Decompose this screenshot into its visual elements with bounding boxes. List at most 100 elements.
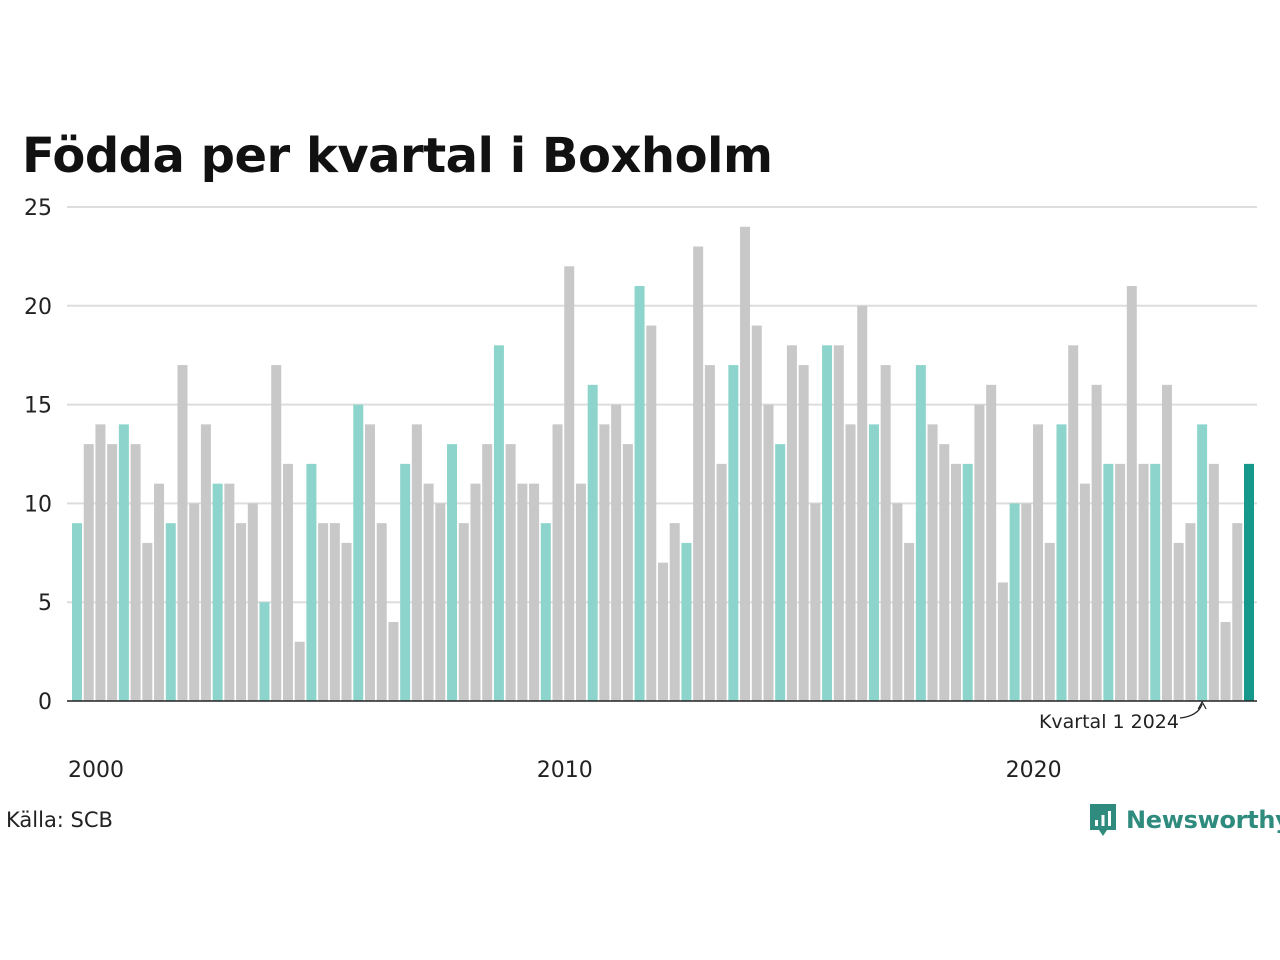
bar — [1244, 463, 1254, 701]
bar — [904, 542, 915, 701]
bar — [1161, 384, 1172, 701]
bar — [388, 621, 399, 701]
bar — [1021, 503, 1032, 701]
bar — [271, 365, 282, 701]
bar — [845, 424, 856, 701]
chart-title: Födda per kvartal i Boxholm — [22, 128, 773, 184]
bar — [939, 444, 950, 701]
bar — [962, 463, 973, 701]
bar — [658, 562, 668, 701]
annotation-label: Kvartal 1 2024 — [1039, 711, 1179, 733]
bar — [798, 365, 809, 701]
bar — [599, 424, 610, 701]
bar — [716, 463, 727, 701]
bar — [646, 325, 657, 701]
bar — [564, 266, 575, 701]
bar — [306, 463, 317, 701]
bar — [868, 424, 879, 701]
bar — [376, 523, 387, 701]
source-label: Källa: SCB — [6, 808, 113, 832]
bar — [165, 523, 176, 701]
annotation-arrow — [1179, 703, 1203, 719]
bar — [986, 384, 997, 701]
x-tick-label: 2020 — [1006, 758, 1062, 783]
y-tick-label: 5 — [38, 591, 52, 616]
bar — [540, 523, 551, 701]
bar — [622, 444, 633, 701]
bar — [857, 305, 868, 701]
y-tick-label: 10 — [24, 492, 52, 517]
newsworthy-logo-icon — [1090, 804, 1116, 836]
bar — [951, 463, 961, 701]
x-tick-label: 2010 — [537, 758, 593, 783]
bar — [1208, 463, 1219, 701]
bar — [669, 523, 680, 701]
bar — [247, 503, 258, 701]
bar — [1079, 483, 1090, 701]
bar — [1197, 424, 1208, 701]
bar — [1033, 424, 1044, 701]
bar — [681, 542, 692, 701]
bar — [611, 404, 622, 701]
bar — [130, 444, 141, 701]
bar — [704, 365, 715, 701]
bar — [1150, 463, 1161, 701]
bar — [154, 483, 165, 701]
bar — [833, 345, 844, 701]
bar — [458, 523, 469, 701]
bar — [1173, 542, 1184, 701]
brand-name: Newsworthy — [1126, 806, 1280, 834]
bar — [400, 463, 411, 701]
bar — [411, 424, 422, 701]
bar — [587, 384, 598, 701]
y-tick-label: 25 — [24, 196, 52, 221]
bar — [974, 404, 985, 701]
bar — [1126, 286, 1137, 701]
bar — [575, 483, 586, 701]
bar — [1185, 523, 1196, 701]
y-tick-label: 0 — [38, 690, 52, 715]
bar — [493, 345, 504, 701]
bar — [1009, 503, 1020, 701]
bar — [517, 483, 528, 701]
bar — [224, 483, 235, 701]
bar — [810, 503, 821, 701]
bar — [1103, 463, 1114, 701]
bar — [236, 523, 247, 701]
bar — [189, 503, 200, 701]
bar — [892, 503, 903, 701]
bar — [142, 542, 153, 701]
x-tick-label: 2000 — [68, 758, 124, 783]
annotation-arrowhead — [1197, 700, 1207, 710]
y-tick-label: 20 — [24, 295, 52, 320]
bar — [915, 365, 926, 701]
bar — [740, 226, 751, 701]
bar — [997, 582, 1008, 701]
bar — [693, 246, 704, 701]
brand: Newsworthy — [1088, 802, 1280, 838]
bar — [552, 424, 563, 701]
bar — [470, 483, 481, 701]
bar — [763, 404, 774, 701]
bar — [880, 365, 891, 701]
bar — [341, 542, 352, 701]
bar — [353, 404, 364, 701]
bar — [318, 523, 329, 701]
bar — [107, 444, 118, 701]
bar — [786, 345, 797, 701]
bar — [1232, 523, 1243, 701]
bar — [927, 424, 938, 701]
bar — [505, 444, 516, 701]
bar — [1091, 384, 1102, 701]
bar — [83, 444, 94, 701]
bar — [1056, 424, 1067, 701]
bar-chart: 0 5 10 15 20 25 2000 2010 2020 Kvartal 1 2024 — [24, 196, 1257, 783]
bar — [634, 286, 645, 701]
bar — [529, 483, 540, 701]
bar — [1044, 542, 1055, 701]
bar — [200, 424, 211, 701]
bar — [775, 444, 786, 701]
bar — [294, 641, 305, 701]
bar — [447, 444, 458, 701]
bar — [435, 503, 446, 701]
